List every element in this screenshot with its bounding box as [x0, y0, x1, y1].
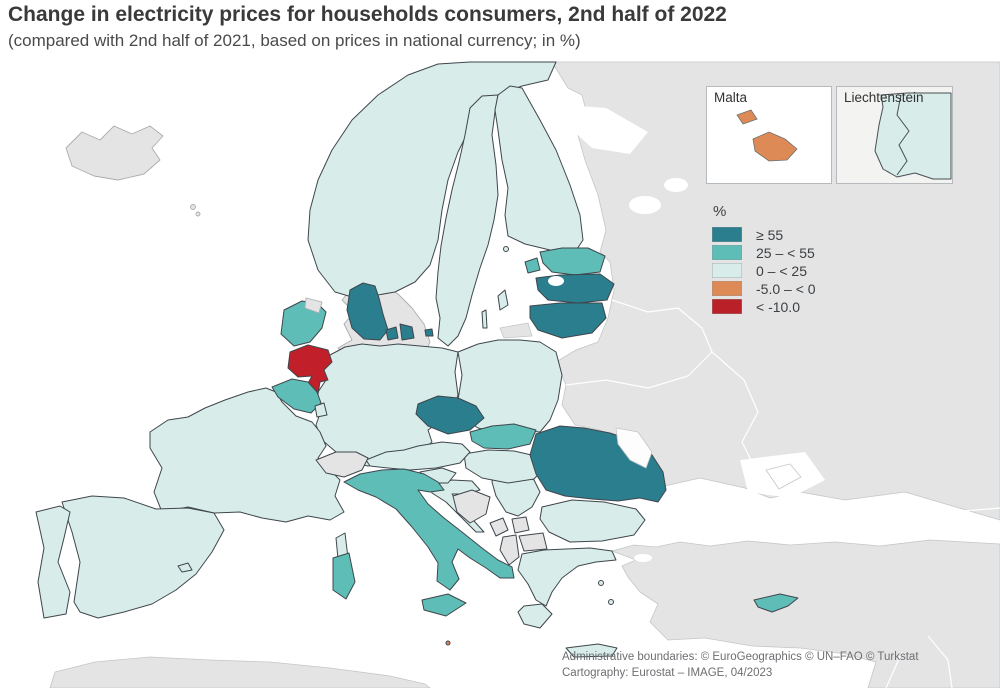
country-norway — [307, 61, 557, 298]
country-lithuania — [529, 302, 607, 339]
country-luxembourg — [314, 402, 328, 418]
sardinia — [332, 552, 356, 600]
northern-ireland — [304, 297, 323, 314]
country-austria — [365, 441, 471, 471]
country-sweden — [435, 94, 499, 347]
country-bulgaria — [539, 499, 646, 543]
lake-onega — [664, 178, 688, 192]
saaremaa — [524, 257, 541, 274]
legend-swatch-color — [712, 263, 742, 278]
legend-label: 0 – < 25 — [756, 262, 807, 279]
legend-unit-label: % — [713, 203, 727, 220]
legend-swatch — [712, 245, 742, 260]
legend-swatch-color — [712, 281, 742, 296]
legend: % ≥ 55 25 – < 55 0 – < 25 -5.0 – < 0 < -… — [712, 203, 816, 317]
denmark-zealand — [399, 323, 415, 341]
country-bosnia — [452, 489, 491, 524]
legend-swatch — [712, 281, 742, 296]
kaliningrad — [499, 322, 533, 339]
inset-liechtenstein-label: Liechtenstein — [844, 90, 924, 105]
gotland-island — [497, 289, 509, 311]
country-north-africa — [49, 656, 431, 688]
country-latvia — [535, 273, 615, 304]
country-turkey — [611, 539, 1000, 688]
border-ukraine-russia — [711, 351, 759, 471]
page-title: Change in electricity prices for househo… — [8, 3, 727, 26]
country-estonia — [539, 247, 606, 276]
balearic-islands — [177, 562, 193, 573]
legend-swatch — [712, 299, 742, 314]
aegean-island-2 — [608, 599, 614, 605]
legend-row: < -10.0 — [712, 298, 816, 315]
liechtenstein-shape — [874, 92, 952, 180]
legend-label: ≥ 55 — [756, 226, 784, 243]
border-syria — [927, 635, 953, 688]
inset-malta-label: Malta — [714, 90, 748, 105]
aegean-island — [598, 580, 604, 586]
legend-swatch-color — [712, 299, 742, 314]
country-kosovo — [511, 516, 530, 534]
crete — [565, 643, 618, 658]
legend-row: 0 – < 25 — [712, 262, 816, 279]
legend-row: 25 – < 55 — [712, 244, 816, 261]
lake-ladoga — [629, 196, 661, 214]
crimea — [765, 463, 802, 490]
country-belgium — [271, 378, 322, 414]
denmark-bornholm — [424, 328, 434, 337]
country-slovakia — [469, 423, 537, 450]
country-spain — [61, 495, 225, 619]
attribution-line-2: Cartography: Eurostat – IMAGE, 04/2023 — [562, 667, 773, 679]
attribution: Administrative boundaries: © EuroGeograp… — [562, 649, 919, 681]
border-belarus-ukraine — [565, 351, 713, 389]
gulf-of-riga — [548, 276, 564, 286]
legend-label: -5.0 – < 0 — [756, 280, 816, 297]
aland-islands — [503, 246, 509, 252]
country-italy — [343, 468, 515, 591]
liechtenstein-inset-map — [874, 92, 952, 180]
border-iraq — [885, 651, 903, 688]
legend-row: ≥ 55 — [712, 226, 816, 243]
country-north-macedonia — [518, 532, 548, 552]
legend-swatch — [712, 227, 742, 242]
inset-malta: Malta — [706, 86, 832, 184]
country-moldova — [615, 427, 653, 469]
faroe-islands-2 — [195, 211, 201, 217]
legend-swatch — [712, 263, 742, 278]
border-russia-belarus — [611, 299, 713, 353]
sicily — [421, 593, 467, 617]
legend-row: -5.0 – < 0 — [712, 280, 816, 297]
legend-swatch-color — [712, 227, 742, 242]
page-subtitle: (compared with 2nd half of 2021, based o… — [8, 31, 581, 50]
sea-of-marmara — [634, 554, 652, 562]
country-portugal — [35, 505, 71, 619]
faroe-islands — [190, 204, 196, 210]
liechtenstein-internal-border — [896, 94, 910, 176]
peloponnese — [517, 603, 553, 629]
legend-label: < -10.0 — [756, 298, 800, 315]
denmark-funen — [385, 326, 399, 341]
country-czechia — [415, 395, 485, 435]
country-greece — [517, 547, 617, 607]
country-montenegro — [489, 517, 509, 537]
country-netherlands — [287, 344, 333, 398]
inset-liechtenstein: Liechtenstein — [836, 86, 953, 184]
malta-island — [752, 131, 798, 162]
gozo-island — [736, 109, 758, 125]
legend-label: 25 – < 55 — [756, 244, 815, 261]
white-sea — [565, 105, 648, 154]
country-switzerland — [315, 451, 369, 478]
malta-inset-map — [736, 109, 798, 162]
malta-dot — [445, 640, 451, 646]
border-caucasus — [911, 499, 1000, 513]
country-cyprus — [753, 593, 799, 613]
oland-island — [481, 309, 488, 329]
attribution-line-1: Administrative boundaries: © EuroGeograp… — [562, 651, 919, 663]
legend-swatch-color — [712, 245, 742, 260]
country-albania — [499, 534, 520, 566]
country-iceland — [65, 125, 164, 181]
